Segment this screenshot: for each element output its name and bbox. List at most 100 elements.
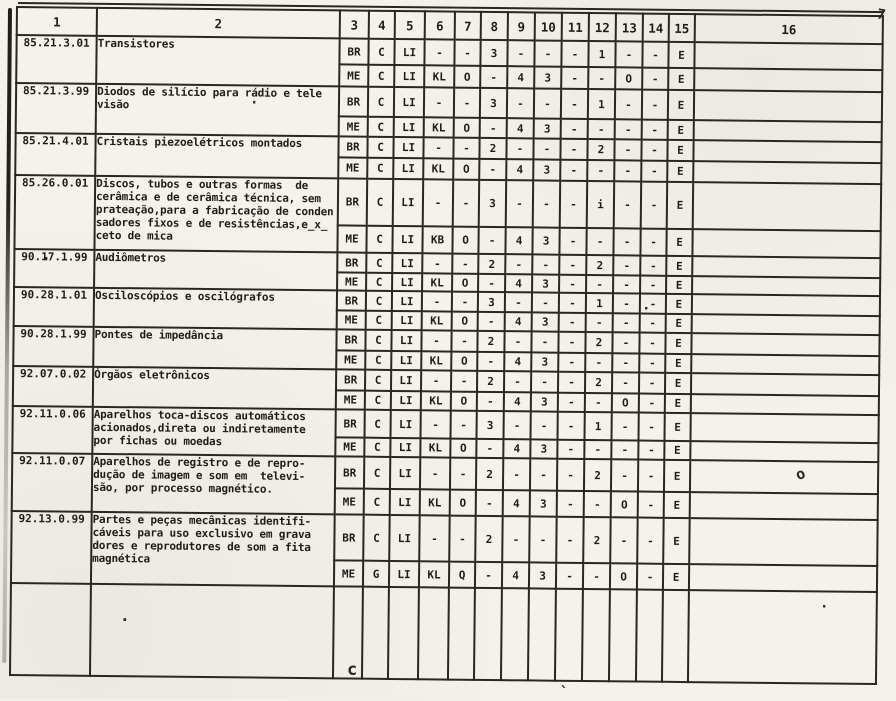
value-cell: -	[612, 332, 640, 354]
description-cell: Cristais piezoelétricos montados	[95, 133, 339, 179]
value-cell: LI	[388, 560, 420, 588]
value-cell: -	[559, 180, 588, 228]
code-cell: 90.28.1.99	[13, 325, 94, 367]
value-cell: 2	[476, 370, 505, 393]
value-cell: E	[662, 563, 690, 591]
value-cell: -	[561, 40, 589, 67]
value-cell: C	[365, 350, 392, 370]
value-cell: ME	[338, 157, 368, 179]
value-cell: LI	[393, 136, 424, 159]
value-cell: ME	[338, 116, 368, 137]
value-cell: O	[615, 67, 643, 90]
value-cell: -	[559, 254, 587, 275]
value-cell: 3	[479, 87, 508, 119]
value-cell: C	[365, 290, 393, 311]
value-cell: -	[505, 254, 533, 275]
value-cell: -	[584, 439, 612, 460]
value-cell: E	[665, 313, 692, 334]
value-cell: -	[638, 440, 665, 460]
value-cell: C	[364, 369, 392, 391]
value-cell: LI	[390, 409, 421, 439]
value-cell: 2	[479, 137, 507, 160]
value-cell: -	[420, 370, 452, 392]
value-cell: KL	[422, 273, 453, 292]
value-cell: -	[641, 119, 668, 140]
value-cell: 4	[504, 312, 532, 332]
code-cell: 90.28.1.01	[13, 286, 95, 327]
value-cell: -	[613, 228, 641, 256]
value-cell: 4	[505, 274, 533, 293]
value-cell: -	[585, 352, 613, 373]
description-cell: Diodos de silício para rádio e tele visã…	[95, 83, 340, 137]
value-cell: C	[367, 86, 395, 117]
value-cell: O	[451, 311, 478, 331]
value-cell: 2	[583, 516, 611, 564]
value-cell: -	[422, 179, 454, 227]
value-cell: -	[641, 139, 668, 161]
value-cell: LI	[389, 456, 421, 490]
description-cell: Aparelhos de registro e de repro- dução …	[91, 453, 336, 515]
value-cell: -	[531, 292, 560, 313]
value-cell: KL	[420, 391, 451, 411]
value-cell	[661, 589, 689, 683]
column-header-10: 10	[534, 12, 562, 41]
value-cell: -	[478, 226, 506, 255]
value-cell: 3	[528, 562, 557, 589]
value-cell: -	[585, 312, 613, 333]
value-cell: 3	[531, 312, 559, 332]
value-cell: LI	[391, 290, 423, 312]
column-header-9: 9	[507, 12, 535, 41]
code-cell	[9, 582, 91, 676]
value-cell: 3	[480, 39, 508, 67]
value-cell: LI	[391, 350, 422, 371]
value-cell: BR	[338, 86, 369, 117]
value-cell: -	[558, 312, 586, 332]
notes-cell	[694, 68, 883, 93]
value-cell: KL	[420, 438, 451, 458]
value-cell: -	[477, 311, 505, 332]
value-cell: -	[561, 66, 589, 89]
value-cell: -	[422, 253, 453, 274]
value-cell: 1	[587, 88, 616, 120]
column-header-3: 3	[339, 10, 369, 39]
value-cell: O	[452, 273, 479, 292]
value-cell: -	[556, 458, 585, 491]
value-cell: -	[638, 412, 665, 441]
value-cell: 4	[503, 439, 531, 459]
value-cell: -	[530, 411, 558, 440]
value-cell: 3	[477, 291, 506, 313]
value-cell: O	[449, 489, 476, 516]
value-cell: KL	[423, 158, 454, 180]
value-cell: -	[613, 275, 641, 294]
value-cell: -	[558, 352, 586, 372]
column-header-2: 2	[96, 7, 340, 39]
value-cell: -	[642, 41, 669, 68]
column-header-16: 16	[694, 14, 883, 45]
value-cell: 4	[506, 159, 534, 181]
value-cell: -	[529, 458, 558, 491]
value-cell	[473, 587, 502, 681]
description-cell: Discos, tubos e outras formas de cerâmic…	[94, 175, 339, 253]
code-cell: 85.21.3.99	[15, 83, 97, 134]
value-cell: -	[419, 457, 451, 490]
value-cell: -	[641, 160, 668, 182]
value-cell: -	[614, 139, 642, 161]
notes-cell	[692, 182, 882, 232]
value-cell: -	[640, 228, 667, 256]
value-cell: G	[362, 560, 390, 587]
value-cell: LI	[394, 64, 425, 88]
value-cell: 3	[533, 159, 561, 181]
description-cell	[89, 583, 334, 679]
value-cell: C	[367, 116, 394, 137]
value-cell: -	[642, 67, 669, 90]
value-cell: C	[367, 136, 394, 158]
value-cell: -	[503, 371, 532, 393]
notes-cell	[689, 518, 878, 567]
value-cell: -	[614, 119, 642, 140]
value-cell: -	[641, 89, 669, 120]
value-cell: -	[612, 313, 640, 333]
column-header-1: 1	[16, 7, 97, 36]
value-cell: -	[476, 391, 504, 412]
value-cell: -	[449, 515, 476, 562]
